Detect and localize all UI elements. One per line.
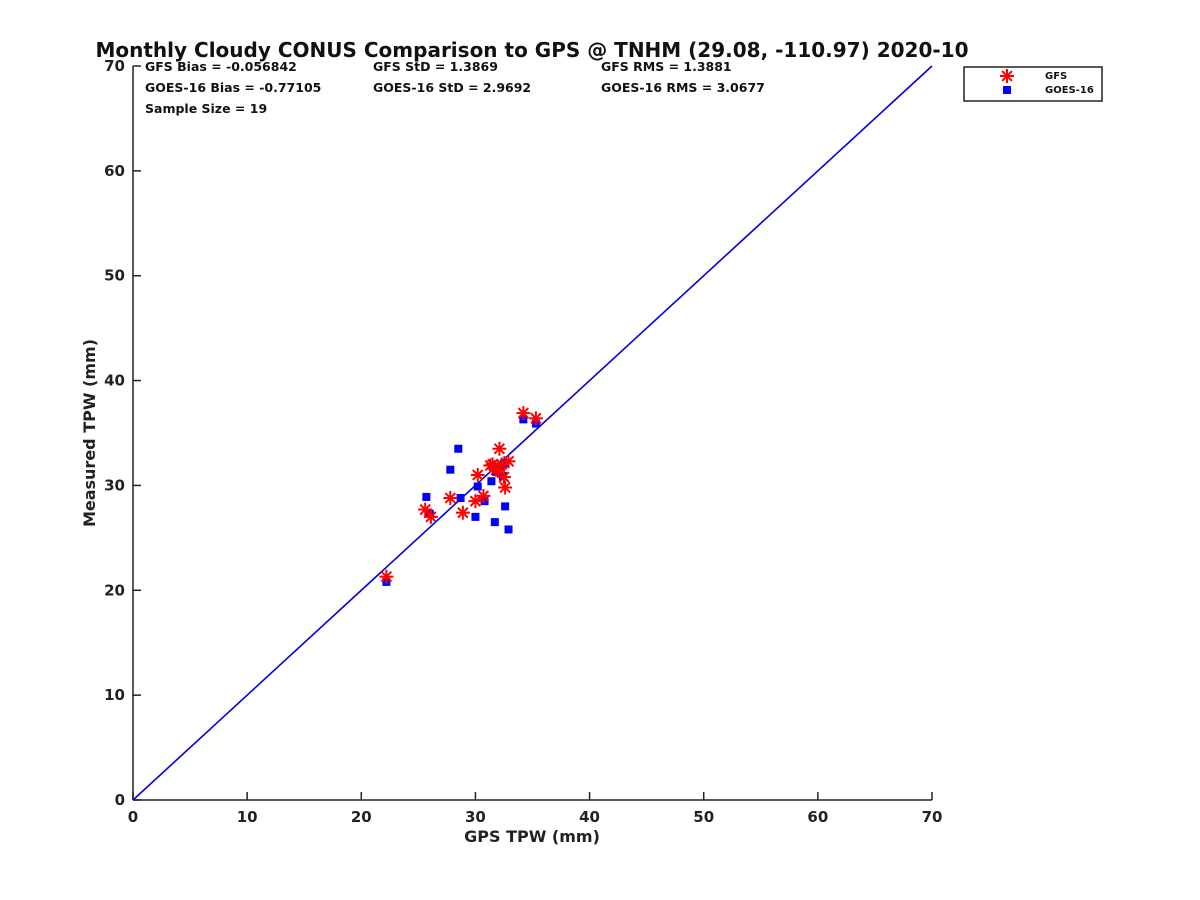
gfs-point — [443, 491, 458, 506]
y-tick-label: 60 — [104, 162, 125, 180]
x-tick-label: 0 — [128, 808, 138, 826]
gfs-std-stat: GFS StD = 1.3869 — [373, 59, 498, 74]
stats-block: GFS Bias = -0.056842 GFS StD = 1.3869 GF… — [145, 59, 765, 116]
x-tick-label: 10 — [237, 808, 258, 826]
gfs-point — [516, 406, 531, 421]
x-tick-label: 40 — [579, 808, 600, 826]
x-tick-label: 50 — [693, 808, 714, 826]
x-axis-label: GPS TPW (mm) — [464, 827, 600, 846]
y-axis-label: Measured TPW (mm) — [80, 339, 99, 527]
goes16-point — [504, 525, 513, 534]
y-tick-label: 10 — [104, 686, 125, 704]
gfs-point — [501, 454, 516, 469]
y-tick-label: 0 — [115, 791, 125, 809]
chart-title: Monthly Cloudy CONUS Comparison to GPS @… — [95, 38, 968, 62]
legend-label-goes16: GOES-16 — [1045, 85, 1094, 96]
goes16-point — [473, 482, 482, 491]
goes16-point — [422, 492, 431, 501]
gfs-point — [379, 569, 394, 584]
gfs-point — [470, 467, 485, 482]
goes-bias-stat: GOES-16 Bias = -0.77105 — [145, 80, 321, 95]
gfs-point — [528, 411, 543, 426]
data-marks — [379, 406, 543, 586]
gfs-point — [498, 480, 513, 495]
gfs-point — [418, 502, 433, 517]
axes: 0 10 20 30 40 50 60 70 0 10 20 30 40 50 60 70 — [104, 57, 942, 826]
reference-line-group — [132, 65, 933, 801]
legend-label-gfs: GFS — [1045, 71, 1067, 82]
gfs-point — [496, 470, 511, 485]
goes16-point — [454, 444, 463, 453]
gfs-point — [492, 441, 507, 456]
one-to-one-line — [132, 65, 933, 801]
y-tick-label: 20 — [104, 581, 125, 599]
x-tick-label: 70 — [922, 808, 943, 826]
x-tick-label: 60 — [807, 808, 828, 826]
gfs-point — [483, 458, 498, 473]
goes16-point — [501, 502, 510, 511]
legend: GFS GOES-16 — [963, 66, 1103, 102]
goes16-point — [471, 512, 480, 521]
gfs-point — [468, 494, 483, 509]
legend-marker-goes16 — [1003, 86, 1011, 94]
y-tick-label: 50 — [104, 267, 125, 285]
y-tick-label: 40 — [104, 372, 125, 390]
goes16-point — [480, 497, 489, 506]
goes-std-stat: GOES-16 StD = 2.9692 — [373, 80, 531, 95]
gfs-point — [476, 488, 491, 503]
goes16-point — [446, 465, 455, 474]
goes16-point — [456, 494, 465, 503]
legend-box — [963, 66, 1103, 102]
goes-rms-stat: GOES-16 RMS = 3.0677 — [601, 80, 765, 95]
x-tick-label: 20 — [351, 808, 372, 826]
sample-size-stat: Sample Size = 19 — [145, 101, 267, 116]
legend-marker-gfs — [1000, 69, 1014, 83]
gfs-point — [455, 505, 470, 520]
gfs-bias-stat: GFS Bias = -0.056842 — [145, 59, 297, 74]
y-tick-label: 70 — [104, 57, 125, 75]
x-tick-label: 30 — [465, 808, 486, 826]
goes16-point — [490, 518, 499, 527]
gfs-rms-stat: GFS RMS = 1.3881 — [601, 59, 732, 74]
gfs-point — [423, 509, 438, 524]
y-tick-label: 30 — [104, 476, 125, 494]
goes16-point — [487, 477, 496, 486]
